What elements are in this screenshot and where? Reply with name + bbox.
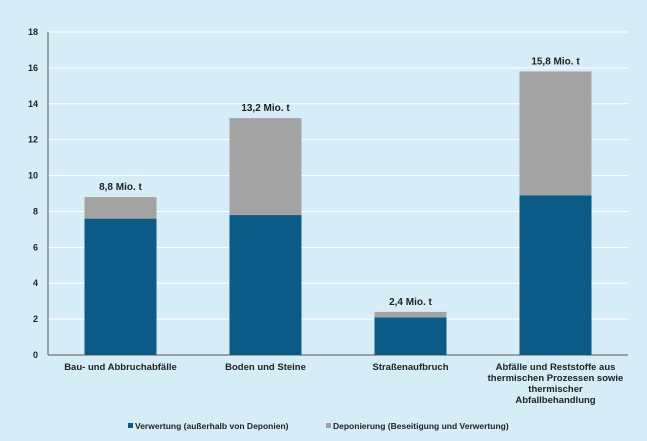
y-tick-label: 8 bbox=[33, 206, 38, 216]
y-tick-label: 0 bbox=[33, 350, 38, 360]
x-category-label: thermischer bbox=[528, 384, 583, 395]
bar-verwertung bbox=[229, 215, 302, 355]
y-tick-label: 12 bbox=[28, 135, 38, 145]
legend: Verwertung (außerhalb von Deponien) Depon… bbox=[128, 421, 509, 431]
x-category-label: Abfallbehandlung bbox=[515, 395, 595, 406]
y-tick-label: 6 bbox=[33, 242, 38, 252]
x-category-label: Bau- und Abbruchabfälle bbox=[64, 362, 177, 373]
labels: 8,8 Mio. t Bau- und Abbruchabfälle 13,2 Mi… bbox=[64, 56, 623, 406]
x-category-label: Abfälle und Reststoffe aus bbox=[496, 362, 616, 373]
y-tick-label: 2 bbox=[33, 314, 38, 324]
bar-deponierung bbox=[229, 118, 302, 216]
total-data-label: 13,2 Mio. t bbox=[241, 103, 290, 114]
x-category-label: thermischen Prozessen sowie bbox=[488, 373, 624, 384]
bar-verwertung bbox=[84, 218, 157, 355]
legend-label: Verwertung (außerhalb von Deponien) bbox=[135, 421, 289, 431]
total-data-label: 2,4 Mio. t bbox=[389, 297, 432, 308]
bars bbox=[84, 71, 592, 355]
bar-verwertung bbox=[374, 317, 447, 355]
y-tick-label: 16 bbox=[28, 63, 38, 73]
bar-deponierung bbox=[84, 197, 157, 219]
x-category-label: Boden und Steine bbox=[225, 362, 306, 373]
total-data-label: 8,8 Mio. t bbox=[99, 182, 142, 193]
legend-swatch-verwertung bbox=[128, 423, 133, 428]
total-data-label: 15,8 Mio. t bbox=[531, 56, 580, 67]
y-tick-label: 4 bbox=[33, 278, 38, 288]
legend-label: Deponierung (Beseitigung und Verwertung) bbox=[333, 421, 509, 431]
y-tick-label: 14 bbox=[28, 99, 38, 109]
legend-swatch-deponierung bbox=[326, 423, 331, 428]
bar-deponierung bbox=[519, 71, 592, 196]
bar-deponierung bbox=[374, 311, 447, 318]
bar-verwertung bbox=[519, 195, 592, 355]
x-category-label: Straßenaufbruch bbox=[372, 362, 448, 373]
y-tick-label: 18 bbox=[28, 27, 38, 37]
y-tick-label: 10 bbox=[28, 171, 38, 181]
